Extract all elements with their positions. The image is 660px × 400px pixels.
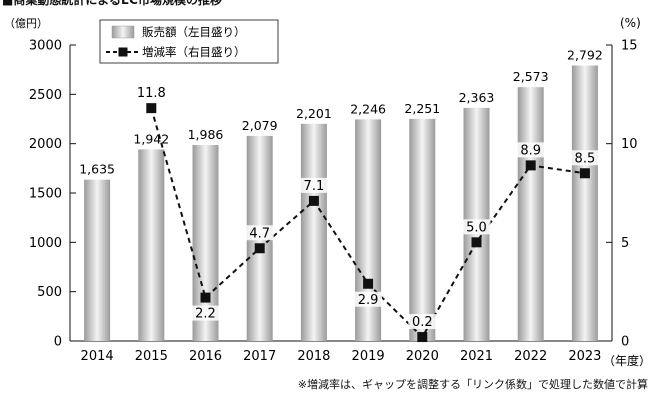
sales-bar bbox=[84, 179, 111, 341]
rate-value-label: 5.0 bbox=[466, 220, 487, 235]
rate-label-bg bbox=[354, 291, 383, 307]
x-tick-label: 2017 bbox=[243, 349, 276, 364]
legend-bar-swatch bbox=[111, 25, 135, 39]
rate-label-bg bbox=[245, 225, 274, 241]
rate-label-bg bbox=[462, 219, 491, 235]
rate-marker bbox=[308, 195, 319, 206]
rate-value-label: 7.1 bbox=[304, 179, 325, 194]
rate-value-label: 2.2 bbox=[195, 307, 216, 322]
right-tick-label: 10 bbox=[621, 137, 638, 152]
legend-line-marker bbox=[118, 47, 128, 57]
chart-title: ■商業動態統計によるEC市場規模の推移 bbox=[2, 0, 222, 7]
left-tick-label: 3000 bbox=[29, 39, 62, 54]
rate-value-label: 4.7 bbox=[249, 226, 270, 241]
x-axis-label: （年度） bbox=[603, 353, 651, 368]
left-tick-label: 2000 bbox=[29, 137, 62, 152]
sales-bar bbox=[517, 87, 544, 341]
x-tick-label: 2014 bbox=[81, 349, 114, 364]
legend-bar-label: 販売額（左目盛り） bbox=[142, 25, 246, 39]
rate-marker bbox=[200, 292, 211, 303]
rate-line-layer: 11.8 2.2 4.7 7.1 2.9 0.2 5.0 8.9 8.5 bbox=[133, 85, 599, 343]
bar-value-label: 2,363 bbox=[459, 90, 495, 105]
left-tick-label: 500 bbox=[37, 285, 62, 300]
rate-label-bg bbox=[299, 177, 328, 193]
x-tick-label: 2021 bbox=[460, 349, 493, 364]
sales-bar bbox=[138, 149, 165, 341]
rate-marker bbox=[146, 103, 157, 114]
rate-label-bg bbox=[570, 150, 599, 166]
bar-value-label: 2,573 bbox=[513, 69, 549, 84]
rate-marker bbox=[254, 243, 265, 254]
rate-label-bg bbox=[408, 314, 437, 330]
sales-bar bbox=[571, 65, 598, 341]
bar-value-label: 1,635 bbox=[79, 162, 115, 177]
bar-value-label: 2,201 bbox=[296, 106, 332, 121]
bar-value-label: 2,792 bbox=[567, 48, 603, 63]
rate-value-label: 8.5 bbox=[575, 151, 596, 166]
bar-value-label: 1,986 bbox=[188, 127, 224, 142]
left-tick-label: 2500 bbox=[29, 88, 62, 103]
x-tick-label: 2015 bbox=[135, 349, 168, 364]
x-tick-label: 2018 bbox=[297, 349, 330, 364]
x-tick-label: 2020 bbox=[406, 349, 439, 364]
right-tick-label: 5 bbox=[621, 236, 629, 251]
sales-bar bbox=[409, 118, 436, 341]
rate-marker bbox=[363, 278, 374, 289]
rate-marker bbox=[471, 237, 482, 248]
rate-value-label: 11.8 bbox=[137, 86, 166, 101]
axes-layer: 0 500 1000 1500 2000 2500 3000 0 5 10 15 2014 2015 20… bbox=[29, 39, 638, 365]
bar-value-label: 2,079 bbox=[242, 118, 278, 133]
bar-value-label: 1,942 bbox=[133, 131, 169, 146]
rate-marker bbox=[417, 332, 428, 343]
rate-label-bg bbox=[133, 85, 170, 101]
left-axis-unit: （億円） bbox=[4, 17, 48, 30]
rate-marker bbox=[579, 168, 590, 179]
left-tick-label: 1000 bbox=[29, 236, 62, 251]
left-tick-label: 0 bbox=[54, 335, 62, 350]
right-axis-unit: (%) bbox=[620, 16, 641, 30]
bar-value-label: 2,246 bbox=[350, 101, 386, 116]
rate-label-bg bbox=[516, 142, 545, 158]
rate-value-label: 8.9 bbox=[520, 143, 541, 158]
x-tick-label: 2023 bbox=[568, 349, 601, 364]
rate-marker bbox=[525, 160, 536, 171]
right-tick-label: 0 bbox=[621, 335, 629, 350]
rate-value-label: 0.2 bbox=[412, 315, 433, 330]
x-tick-label: 2019 bbox=[352, 349, 385, 364]
legend: 販売額（左目盛り） 増減率（右目盛り） bbox=[99, 19, 279, 64]
bar-value-label: 2,251 bbox=[404, 101, 440, 116]
x-tick-label: 2016 bbox=[189, 349, 222, 364]
rate-label-bg bbox=[191, 305, 220, 321]
rate-value-label: 2.9 bbox=[358, 293, 379, 308]
legend-line-label: 増減率（右目盛り） bbox=[142, 45, 246, 59]
x-tick-label: 2022 bbox=[514, 349, 547, 364]
footnote: ※増減率は、ギャップを調整する「リンク係数」で処理した数値で計算 bbox=[297, 378, 648, 391]
left-tick-label: 1500 bbox=[29, 187, 62, 202]
right-tick-label: 15 bbox=[621, 39, 638, 54]
sales-bar bbox=[300, 123, 327, 342]
